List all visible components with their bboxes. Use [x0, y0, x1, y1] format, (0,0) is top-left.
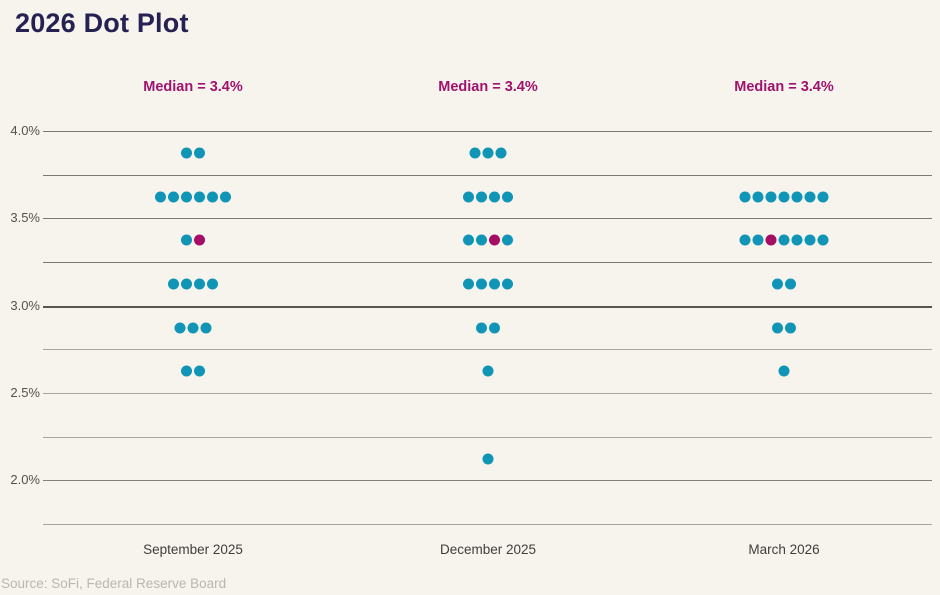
dot — [463, 191, 474, 202]
dot — [778, 234, 790, 246]
dot — [194, 278, 205, 290]
y-axis-tick-label: 3.5% — [10, 210, 40, 226]
dot — [200, 322, 212, 333]
dot — [194, 365, 205, 377]
dot — [181, 234, 192, 246]
dot — [791, 234, 803, 246]
dot — [187, 322, 199, 333]
gridline — [43, 218, 932, 220]
dot — [772, 278, 783, 290]
dot-row — [155, 191, 231, 202]
dot — [155, 191, 166, 202]
dot — [482, 147, 494, 159]
dot-row — [181, 365, 205, 377]
y-axis-tick-label: 4.0% — [10, 123, 40, 138]
gridline — [43, 131, 932, 132]
dot — [168, 191, 179, 202]
dot — [502, 191, 513, 202]
dot — [778, 365, 790, 377]
dot — [785, 278, 796, 290]
gridline — [43, 174, 932, 176]
dot — [207, 191, 218, 202]
dot — [752, 191, 764, 202]
dot — [194, 191, 205, 202]
dot — [752, 234, 764, 246]
dot — [778, 191, 790, 202]
dot — [463, 234, 474, 246]
x-axis-label: September 2025 — [143, 542, 243, 557]
dot — [207, 278, 218, 290]
dot-row — [482, 365, 494, 377]
dot — [482, 365, 494, 377]
y-axis-tick-label: 3.0% — [10, 297, 40, 313]
dot-row — [181, 234, 205, 246]
gridline — [43, 524, 932, 526]
median-dot — [194, 234, 205, 246]
y-axis-tick-label: 2.5% — [10, 385, 40, 400]
median-label: Median = 3.4% — [734, 79, 834, 95]
gridline — [43, 480, 932, 482]
dot — [463, 278, 474, 290]
source-note: Source: SoFi, Federal Reserve Board — [1, 576, 227, 591]
y-axis-tick-label: 2.0% — [10, 472, 40, 488]
dot — [476, 322, 487, 333]
dot — [181, 191, 192, 202]
dot — [817, 191, 829, 202]
dot — [804, 191, 816, 202]
x-axis-label: December 2025 — [439, 542, 537, 557]
dot-row — [482, 453, 494, 465]
x-axis-label: March 2026 — [748, 542, 820, 557]
dot-row — [463, 278, 513, 290]
dot — [772, 322, 783, 333]
dot — [476, 278, 487, 290]
dot — [220, 191, 231, 202]
median-dot — [765, 234, 777, 246]
dot-row — [463, 234, 513, 246]
dot — [502, 234, 513, 246]
dot — [181, 365, 192, 377]
dot — [181, 147, 192, 159]
dot — [817, 234, 829, 246]
gridline — [43, 393, 932, 394]
dot — [495, 147, 507, 159]
dot — [489, 278, 500, 290]
dot-row — [168, 278, 218, 290]
dot — [476, 234, 487, 246]
dot-row — [181, 147, 205, 159]
dot-row — [476, 322, 500, 333]
dot — [194, 147, 205, 159]
dot — [181, 278, 192, 290]
dot-row — [174, 322, 212, 333]
gridline — [43, 305, 932, 308]
gridline — [43, 349, 932, 351]
dot-row — [463, 191, 513, 202]
median-dot — [489, 234, 500, 246]
dot — [489, 191, 500, 202]
page-title: 2026 Dot Plot — [15, 8, 189, 38]
dot — [174, 322, 186, 333]
dot — [168, 278, 179, 290]
dot — [739, 234, 751, 246]
dot — [791, 191, 803, 202]
median-label: Median = 3.4% — [438, 79, 538, 95]
dot-row — [739, 234, 829, 246]
dot — [765, 191, 777, 202]
dot-row — [772, 322, 796, 333]
dot — [804, 234, 816, 246]
dot — [489, 322, 500, 333]
dot — [739, 191, 751, 202]
dot-row — [772, 278, 796, 290]
dot — [469, 147, 481, 159]
median-label: Median = 3.4% — [143, 79, 243, 95]
gridline — [43, 436, 932, 438]
dot-row — [469, 147, 507, 159]
dot — [785, 322, 796, 333]
dot-row — [739, 191, 829, 202]
dot — [476, 191, 487, 202]
dot — [502, 278, 513, 290]
dot — [482, 453, 494, 465]
gridline — [43, 262, 932, 263]
dot-row — [778, 365, 790, 377]
